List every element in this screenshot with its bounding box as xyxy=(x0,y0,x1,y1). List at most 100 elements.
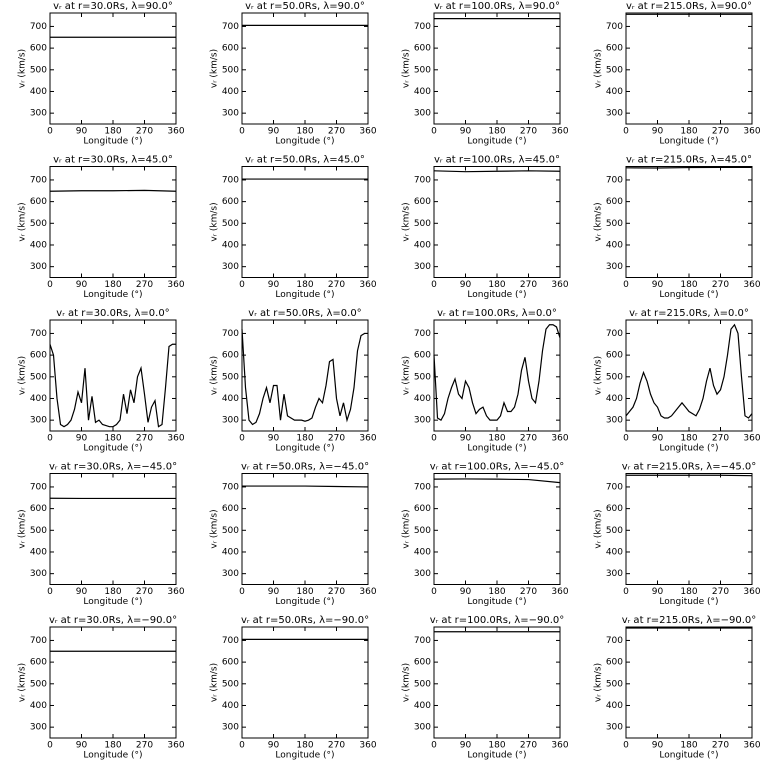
x-tick-label: 0 xyxy=(623,741,629,751)
y-tick-label: 600 xyxy=(222,658,239,668)
y-tick-label: 600 xyxy=(414,351,431,361)
x-tick-label: 180 xyxy=(680,434,697,444)
x-tick-label: 180 xyxy=(488,280,505,290)
y-axis-label: vᵣ (km/s) xyxy=(18,49,28,88)
plot-frame xyxy=(625,166,753,278)
plot-frame xyxy=(241,12,369,125)
y-tick-label: 600 xyxy=(222,351,239,361)
x-tick-label: 90 xyxy=(460,587,472,597)
chart-title: vᵣ at r=50.0Rs, λ=−90.0° xyxy=(241,615,369,626)
plot-frame xyxy=(49,12,177,125)
y-axis-label: vᵣ (km/s) xyxy=(594,509,604,548)
chart-title: vᵣ at r=30.0Rs, λ=90.0° xyxy=(53,1,173,12)
y-tick-label: 500 xyxy=(222,679,239,689)
y-tick-label: 300 xyxy=(30,416,47,426)
y-axis-label: vᵣ (km/s) xyxy=(210,49,220,88)
y-axis-label: vᵣ (km/s) xyxy=(18,509,28,548)
x-tick-label: 180 xyxy=(296,280,313,290)
x-tick-label: 270 xyxy=(520,434,537,444)
x-tick-label: 180 xyxy=(488,434,505,444)
x-tick-label: 270 xyxy=(328,280,345,290)
y-tick-label: 500 xyxy=(30,372,47,382)
x-axis-label: Longitude (°) xyxy=(275,597,334,607)
y-tick-label: 300 xyxy=(414,109,431,119)
y-tick-label: 400 xyxy=(606,240,623,250)
x-axis-label: Longitude (°) xyxy=(83,290,142,300)
panel: vᵣ at r=215.0Rs, λ=45.0° Longitude (°) vᵣ … xyxy=(594,155,761,301)
chart-title: vᵣ at r=215.0Rs, λ=45.0° xyxy=(626,155,752,166)
panel: vᵣ at r=30.0Rs, λ=45.0° Longitude (°) vᵣ (… xyxy=(18,155,185,301)
panel: vᵣ at r=100.0Rs, λ=0.0° Longitude (°) vᵣ (… xyxy=(402,308,569,454)
x-tick-label: 0 xyxy=(431,434,437,444)
y-axis-label: vᵣ (km/s) xyxy=(402,663,412,702)
y-tick-label: 600 xyxy=(30,44,47,54)
x-tick-label: 0 xyxy=(431,741,437,751)
x-tick-label: 270 xyxy=(520,280,537,290)
y-tick-label: 700 xyxy=(414,175,431,185)
y-tick-label: 600 xyxy=(606,197,623,207)
panel: vᵣ at r=50.0Rs, λ=90.0° Longitude (°) vᵣ (… xyxy=(210,1,377,147)
x-tick-label: 360 xyxy=(743,587,760,597)
x-axis-label: Longitude (°) xyxy=(83,597,142,607)
y-tick-label: 700 xyxy=(30,175,47,185)
y-tick-label: 400 xyxy=(222,240,239,250)
y-tick-label: 700 xyxy=(414,329,431,339)
x-tick-label: 180 xyxy=(296,741,313,751)
chart-title: vᵣ at r=50.0Rs, λ=0.0° xyxy=(248,308,361,319)
y-axis-label: vᵣ (km/s) xyxy=(210,509,220,548)
x-tick-label: 360 xyxy=(167,127,184,137)
x-tick-label: 90 xyxy=(460,280,472,290)
y-axis-label: vᵣ (km/s) xyxy=(594,663,604,702)
y-tick-label: 700 xyxy=(606,329,623,339)
y-tick-label: 500 xyxy=(30,526,47,536)
x-tick-label: 360 xyxy=(551,741,568,751)
y-tick-label: 700 xyxy=(414,482,431,492)
x-tick-label: 180 xyxy=(488,741,505,751)
x-tick-label: 0 xyxy=(239,434,245,444)
x-tick-label: 270 xyxy=(328,434,345,444)
chart-title: vᵣ at r=50.0Rs, λ=90.0° xyxy=(245,1,365,12)
plot-frame xyxy=(625,626,753,739)
y-tick-label: 500 xyxy=(30,219,47,229)
y-tick-label: 500 xyxy=(414,219,431,229)
x-tick-label: 90 xyxy=(268,434,280,444)
y-tick-label: 500 xyxy=(414,65,431,75)
y-tick-label: 500 xyxy=(414,679,431,689)
y-axis-label: vᵣ (km/s) xyxy=(402,356,412,395)
y-axis-label: vᵣ (km/s) xyxy=(594,202,604,241)
x-tick-label: 0 xyxy=(623,280,629,290)
y-tick-label: 600 xyxy=(414,658,431,668)
x-tick-label: 360 xyxy=(167,741,184,751)
y-tick-label: 700 xyxy=(222,636,239,646)
x-tick-label: 180 xyxy=(680,280,697,290)
x-tick-label: 0 xyxy=(239,280,245,290)
chart-title: vᵣ at r=100.0Rs, λ=45.0° xyxy=(434,155,560,166)
x-axis-label: Longitude (°) xyxy=(659,290,718,300)
y-tick-label: 400 xyxy=(414,240,431,250)
x-tick-label: 270 xyxy=(520,741,537,751)
x-tick-label: 0 xyxy=(47,280,53,290)
chart-title: vᵣ at r=50.0Rs, λ=−45.0° xyxy=(241,462,369,473)
plot-frame xyxy=(433,626,561,739)
x-tick-label: 90 xyxy=(268,587,280,597)
panel: vᵣ at r=215.0Rs, λ=0.0° Longitude (°) vᵣ (… xyxy=(594,308,761,454)
x-tick-label: 90 xyxy=(652,741,664,751)
y-tick-label: 300 xyxy=(606,262,623,272)
y-tick-label: 400 xyxy=(30,87,47,97)
x-tick-label: 270 xyxy=(136,587,153,597)
x-tick-label: 270 xyxy=(136,127,153,137)
x-tick-label: 360 xyxy=(551,127,568,137)
x-tick-label: 270 xyxy=(712,280,729,290)
x-tick-label: 180 xyxy=(488,587,505,597)
x-axis-label: Longitude (°) xyxy=(467,597,526,607)
y-tick-label: 300 xyxy=(414,262,431,272)
x-tick-label: 270 xyxy=(520,587,537,597)
plot-frame xyxy=(241,626,369,739)
chart-title: vᵣ at r=50.0Rs, λ=45.0° xyxy=(245,155,365,166)
plot-frame xyxy=(49,473,177,585)
x-tick-label: 0 xyxy=(47,434,53,444)
x-tick-label: 90 xyxy=(76,127,88,137)
y-tick-label: 700 xyxy=(414,22,431,32)
data-line xyxy=(433,324,561,422)
y-tick-label: 300 xyxy=(30,262,47,272)
